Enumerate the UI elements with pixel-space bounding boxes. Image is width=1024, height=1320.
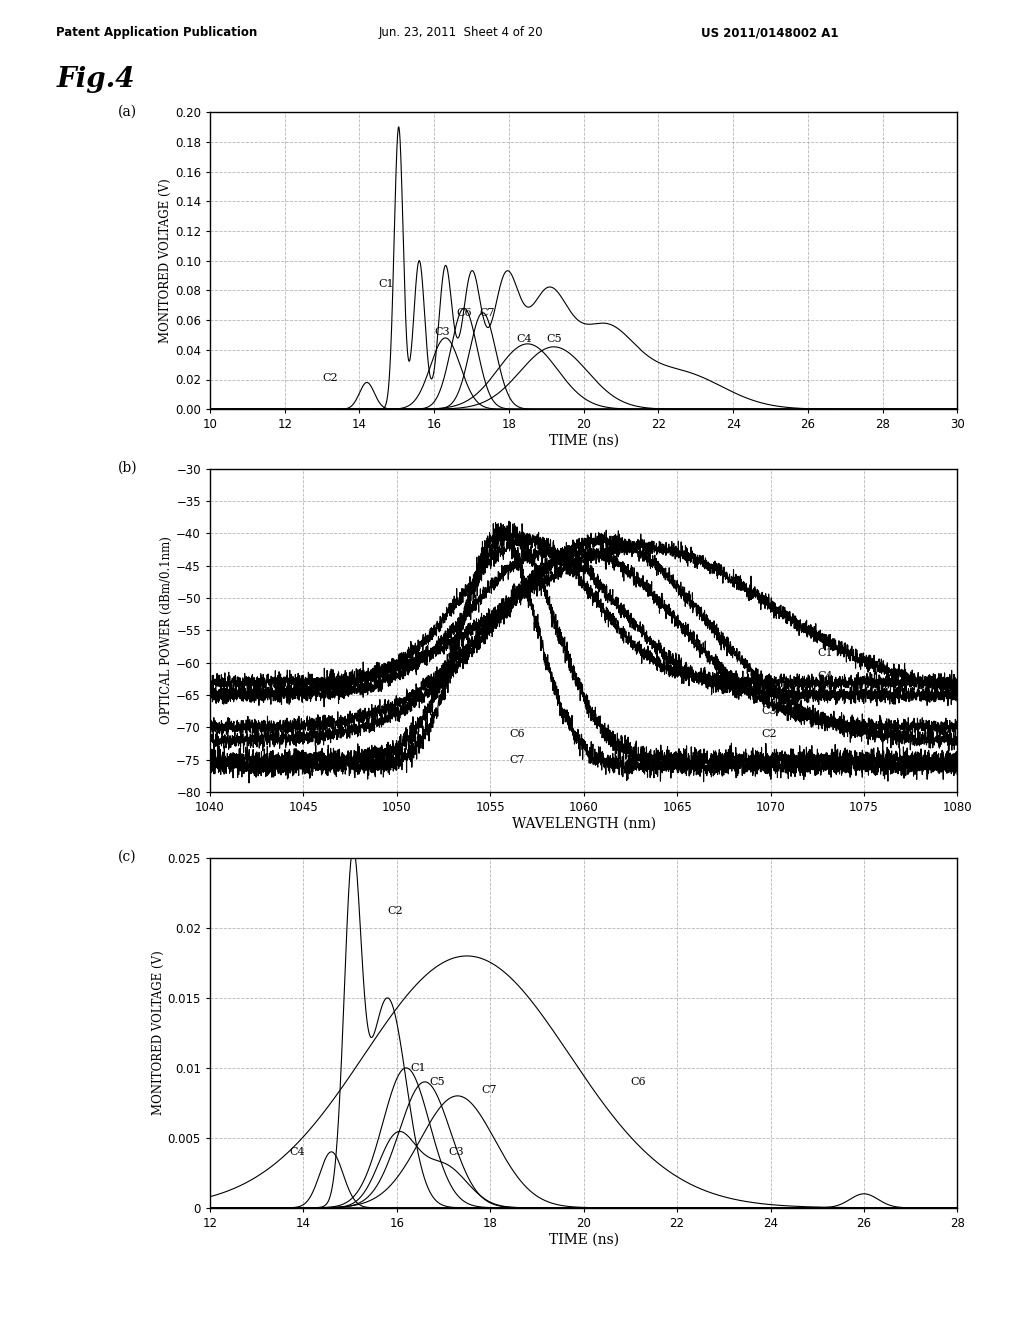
Text: C6: C6 — [509, 729, 524, 739]
Text: C3: C3 — [449, 1147, 464, 1156]
Text: C4: C4 — [817, 671, 833, 681]
Text: C7: C7 — [479, 308, 495, 318]
Text: (a): (a) — [118, 106, 137, 119]
Y-axis label: OPTICAL POWER (dBm/0.1nm): OPTICAL POWER (dBm/0.1nm) — [161, 536, 173, 725]
X-axis label: WAVELENGTH (nm): WAVELENGTH (nm) — [512, 817, 655, 830]
X-axis label: TIME (ns): TIME (ns) — [549, 1233, 618, 1246]
Text: C3: C3 — [434, 327, 450, 337]
Text: C1: C1 — [817, 648, 833, 659]
Text: C3: C3 — [761, 706, 777, 717]
Text: C6: C6 — [457, 308, 472, 318]
Y-axis label: MONITORED VOLTAGE (V): MONITORED VOLTAGE (V) — [159, 178, 172, 343]
Text: Patent Application Publication: Patent Application Publication — [56, 26, 258, 40]
Text: C5: C5 — [429, 1077, 445, 1086]
Text: C5: C5 — [547, 334, 562, 345]
Text: C1: C1 — [411, 1063, 426, 1073]
Text: US 2011/0148002 A1: US 2011/0148002 A1 — [701, 26, 839, 40]
Text: (b): (b) — [118, 461, 137, 474]
Text: C7: C7 — [481, 1085, 497, 1096]
Text: C2: C2 — [761, 729, 777, 739]
Text: C4: C4 — [290, 1147, 305, 1156]
Text: Jun. 23, 2011  Sheet 4 of 20: Jun. 23, 2011 Sheet 4 of 20 — [379, 26, 544, 40]
Text: Fig.4: Fig.4 — [56, 66, 135, 92]
Text: C2: C2 — [387, 906, 403, 916]
Text: C6: C6 — [631, 1077, 646, 1086]
Text: C7: C7 — [509, 755, 524, 764]
X-axis label: TIME (ns): TIME (ns) — [549, 434, 618, 447]
Y-axis label: MONITORED VOLTAGE (V): MONITORED VOLTAGE (V) — [152, 950, 165, 1115]
Text: C4: C4 — [516, 334, 532, 345]
Text: C5: C5 — [817, 684, 833, 694]
Text: (c): (c) — [118, 850, 136, 863]
Text: C2: C2 — [322, 374, 338, 383]
Text: C1: C1 — [378, 280, 394, 289]
